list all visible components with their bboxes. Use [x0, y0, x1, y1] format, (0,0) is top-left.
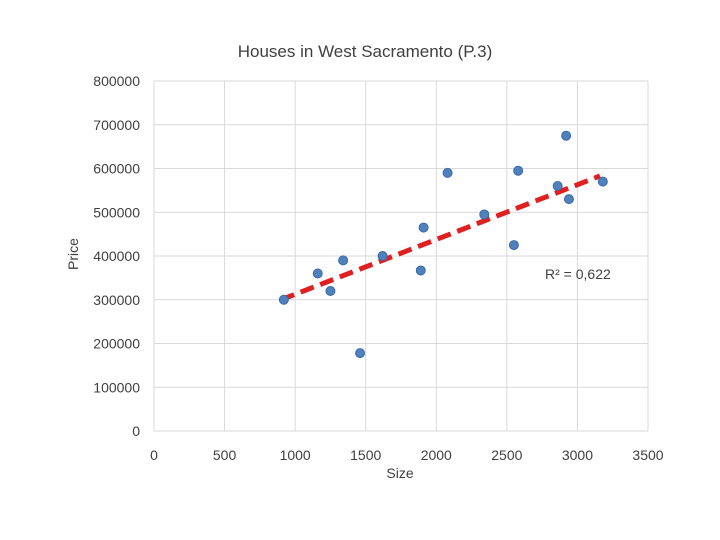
data-point: [312, 268, 323, 279]
data-point: [513, 165, 524, 176]
data-point: [278, 294, 289, 305]
data-point: [415, 265, 426, 276]
x-tick-label: 2000: [421, 447, 452, 463]
chart-title: Houses in West Sacramento (P.3): [238, 42, 493, 61]
data-point: [563, 194, 574, 205]
x-tick-label: 500: [213, 447, 237, 463]
y-tick-label: 0: [132, 423, 140, 439]
x-tick-label: 1500: [350, 447, 381, 463]
data-point: [479, 209, 490, 220]
x-axis-label: Size: [386, 465, 413, 481]
r-squared-label: R² = 0,622: [545, 266, 611, 282]
data-points: [278, 130, 608, 359]
y-tick-label: 300000: [93, 292, 140, 308]
y-tick-label: 800000: [93, 73, 140, 89]
data-point: [561, 130, 572, 141]
x-tick-label: 3000: [562, 447, 593, 463]
y-tick-label: 100000: [93, 379, 140, 395]
y-tick-label: 200000: [93, 336, 140, 352]
y-tick-label: 700000: [93, 117, 140, 133]
grid-lines: [153, 80, 649, 432]
data-point: [325, 286, 336, 296]
data-point: [355, 348, 366, 359]
data-point: [442, 167, 453, 178]
data-point: [552, 181, 563, 191]
data-point: [377, 251, 388, 261]
data-point: [597, 176, 608, 187]
data-point: [418, 222, 429, 233]
y-tick-label: 400000: [93, 248, 140, 264]
data-point: [338, 255, 349, 266]
x-tick-labels: 0 500 1000 1500 2000 2500 3000 3500: [150, 447, 664, 463]
y-tick-label: 500000: [93, 204, 140, 220]
x-tick-label: 2500: [491, 447, 522, 463]
trendline: [280, 173, 601, 303]
x-tick-label: 0: [150, 447, 158, 463]
y-tick-labels: 0 100000 200000 300000 400000 500000 600000 700…: [93, 73, 140, 439]
data-point: [508, 240, 519, 251]
x-tick-label: 1000: [280, 447, 311, 463]
y-tick-label: 600000: [93, 161, 140, 177]
x-tick-label: 3500: [632, 447, 663, 463]
y-axis-label: Price: [65, 238, 81, 270]
